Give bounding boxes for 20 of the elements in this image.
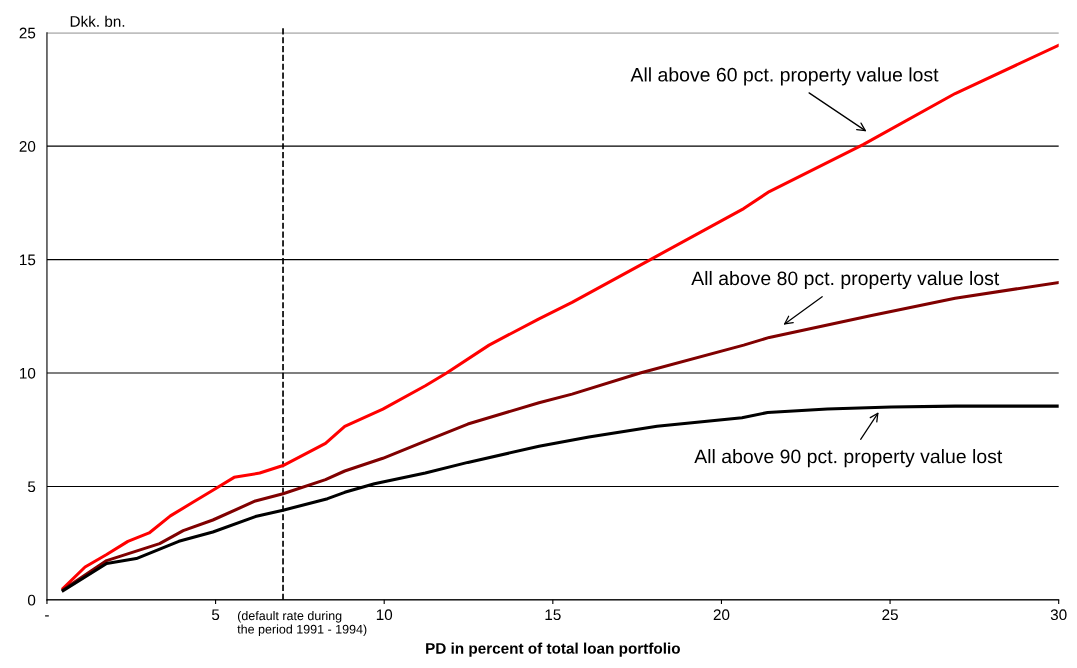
y-tick-label: 0	[27, 594, 36, 606]
line-series	[61, 43, 1059, 590]
annotation: All above 60 pct. property value lost	[630, 67, 939, 86]
y-tick-label: 10	[20, 367, 36, 379]
x-tick-label: 25	[882, 609, 898, 621]
y-tick-label: 25	[19, 27, 36, 39]
y-tick-label: 5	[27, 481, 36, 493]
annotation: All above 80 pct. property value lost	[691, 270, 1000, 290]
x-tick-label: 20	[713, 609, 730, 621]
y-tick-label: 20	[19, 141, 36, 152]
y-axis-title: Dkk. bn.	[70, 15, 125, 27]
x-tick-label: -	[45, 615, 49, 617]
ref-line-label: (default rate during the period 1991 - 1994)	[237, 610, 367, 637]
y-tick-label: 15	[20, 254, 36, 266]
x-tick-label: 10	[376, 609, 393, 621]
x-tick-label: 30	[1050, 609, 1067, 621]
x-axis-title: PD in percent of total loan portfolio	[426, 642, 680, 657]
x-tick-label: 5	[211, 609, 220, 621]
x-tick-label: 15	[545, 609, 561, 621]
annotation: All above 90 pct. property value lost	[694, 449, 1003, 468]
